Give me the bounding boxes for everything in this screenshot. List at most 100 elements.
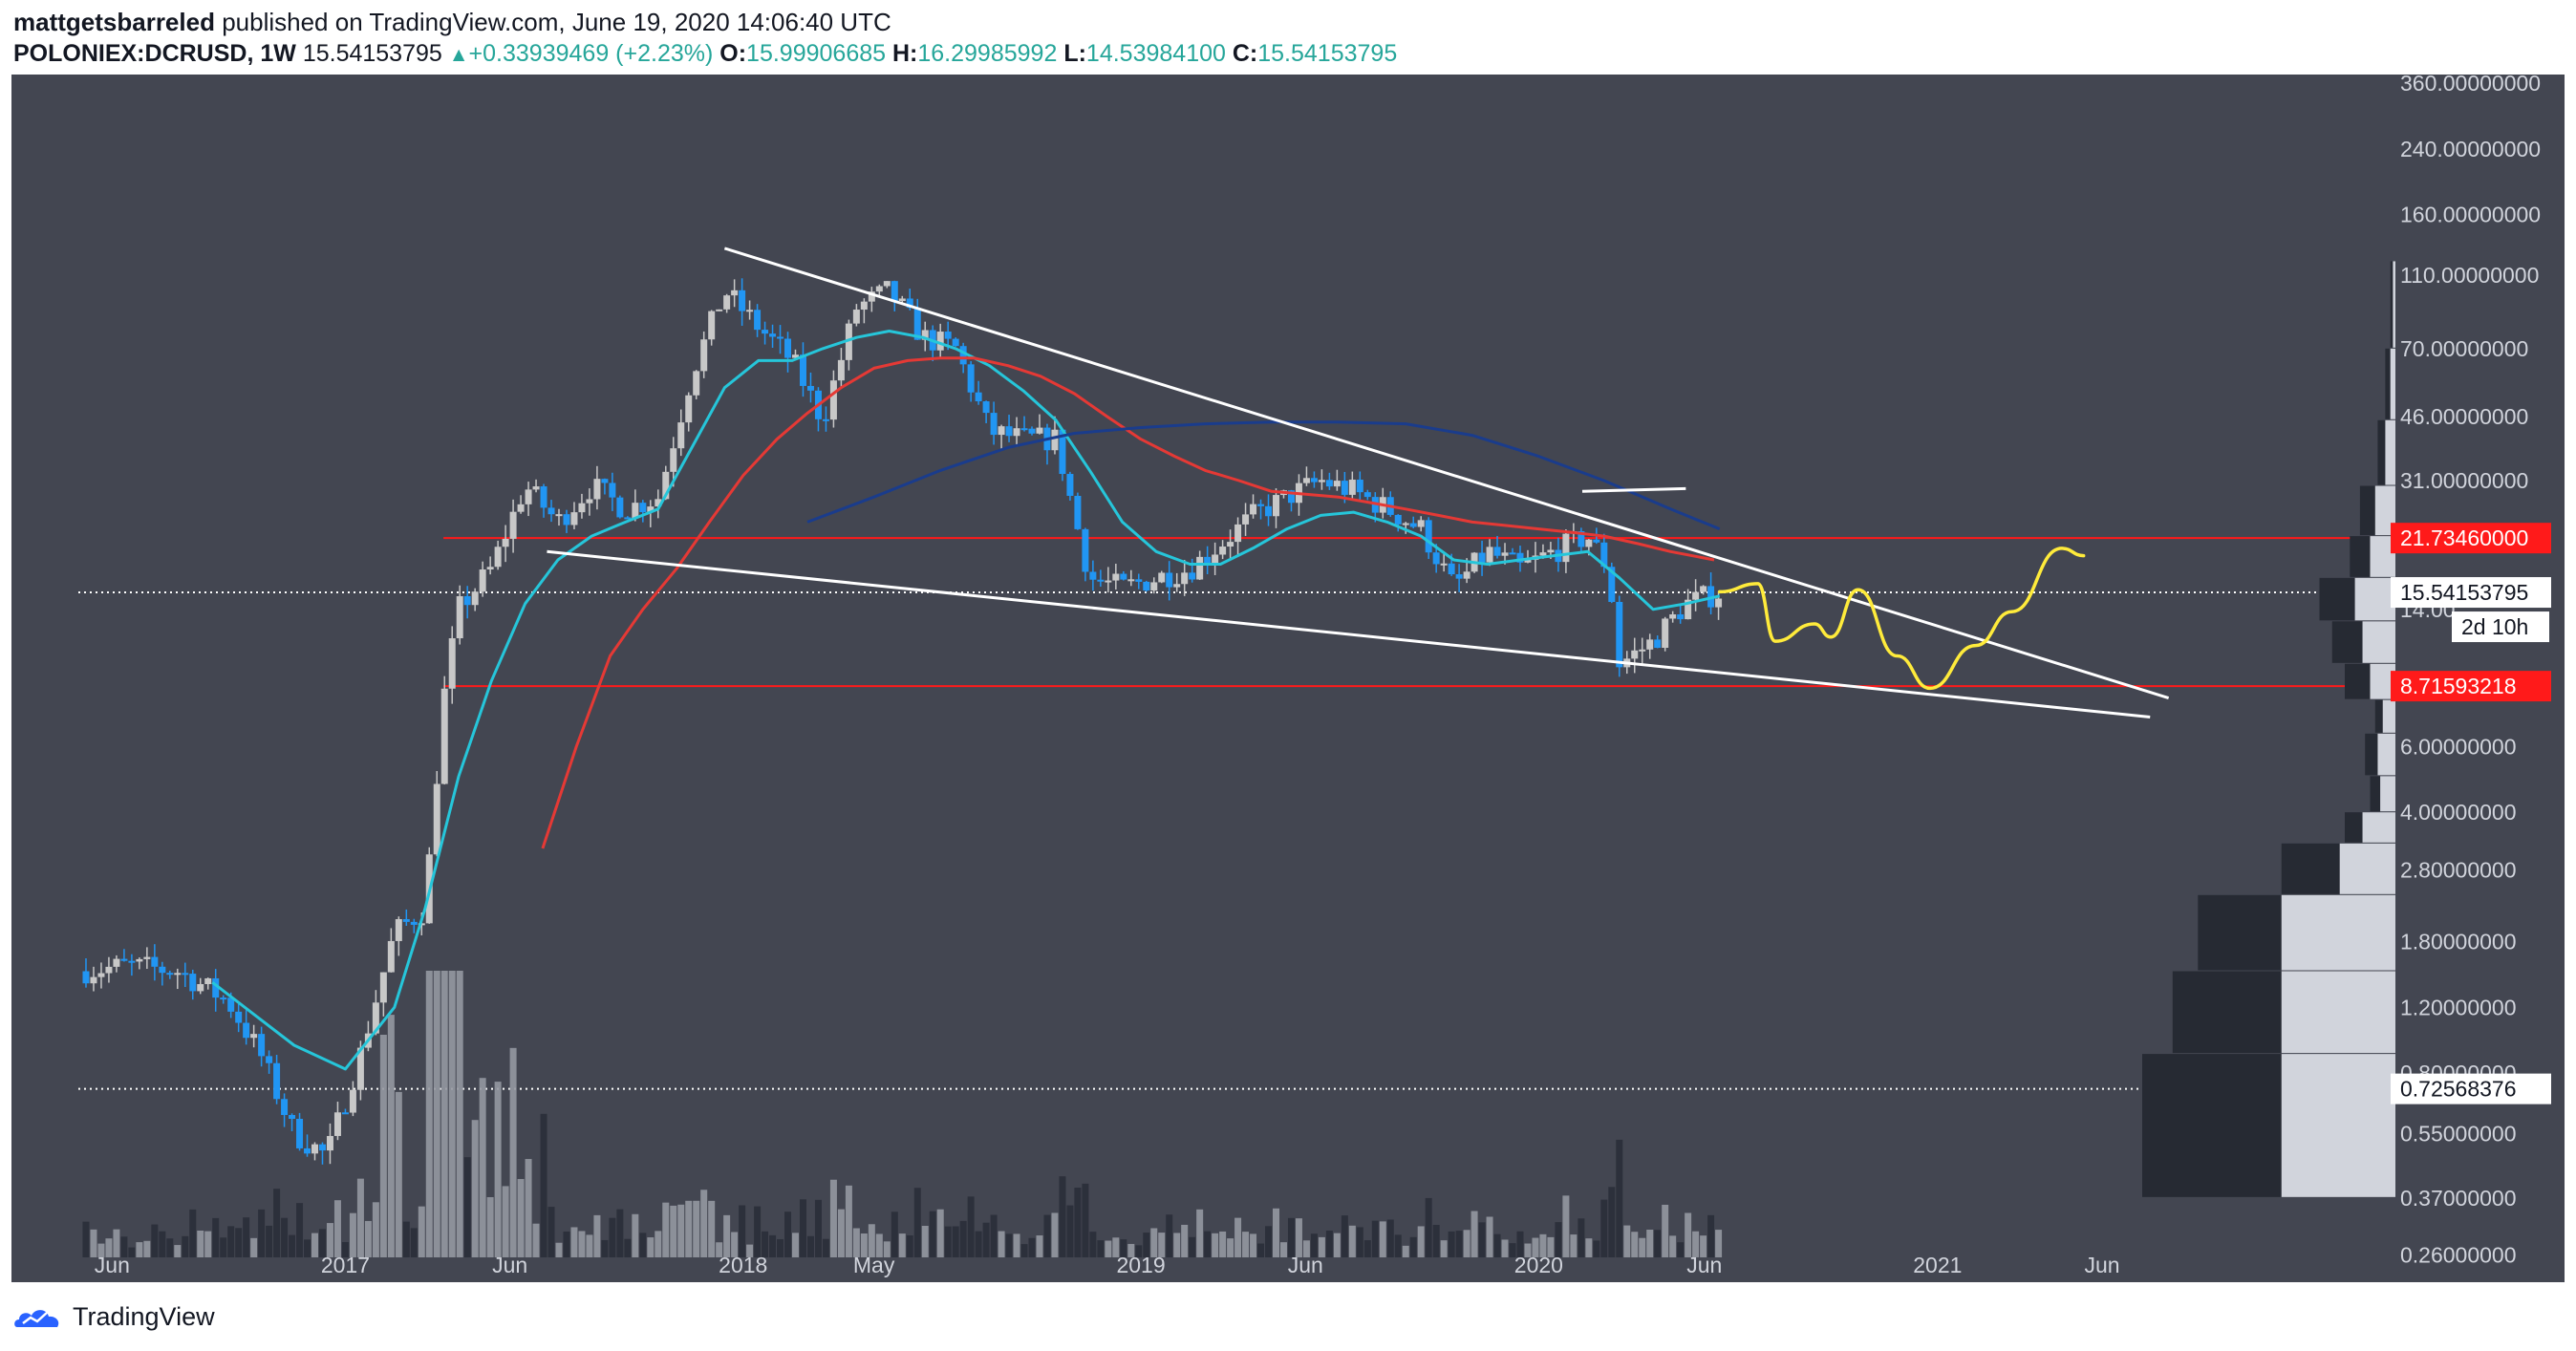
author-name[interactable]: mattgetsbarreled (13, 8, 215, 36)
candle-body (304, 1147, 311, 1154)
candle-body (1112, 573, 1120, 581)
candle-body (1402, 523, 1409, 525)
candle-body (731, 290, 739, 296)
candle-body (227, 997, 235, 1012)
volume-bar (1600, 1199, 1608, 1257)
volume-bar (616, 1209, 624, 1257)
candle-body (959, 346, 967, 365)
volume-bar (1257, 1243, 1265, 1257)
candle-body (1242, 514, 1250, 525)
x-tick-label: 2019 (1116, 1253, 1165, 1277)
x-tick-label: Jun (492, 1253, 527, 1277)
candle-body (166, 973, 174, 976)
candle-body (1059, 429, 1066, 475)
volume-bar (754, 1206, 762, 1257)
candle-body (341, 1112, 349, 1115)
candle-body (799, 354, 806, 386)
y-tick-label: 2.80000000 (2400, 858, 2517, 883)
price-change: +0.33939469 (+2.23%) (468, 40, 714, 67)
volume-bar (1440, 1240, 1448, 1257)
volume-bar (387, 1015, 395, 1257)
volume-bar (1662, 1204, 1669, 1257)
candle-body (639, 503, 647, 513)
candle-body (883, 281, 891, 287)
volume-bar (762, 1231, 769, 1257)
candle-body (1394, 514, 1402, 525)
candle-body (1166, 572, 1173, 588)
candle-body (1028, 428, 1036, 434)
volume-bar (1036, 1235, 1043, 1257)
candle-body (1181, 572, 1189, 585)
volume-bar (395, 1091, 402, 1257)
candle-body (662, 471, 670, 500)
volume-bar (463, 1157, 471, 1257)
volume-bar (479, 1078, 486, 1257)
candle-body (356, 1047, 364, 1090)
volume-bar (739, 1205, 746, 1257)
volume-bar (509, 1047, 517, 1257)
volume-bar (1455, 1231, 1463, 1257)
volume-bar (1089, 1232, 1097, 1257)
volume-bar (151, 1224, 159, 1257)
volume-bar (547, 1207, 555, 1257)
candle-body (806, 385, 814, 391)
candle-body (1486, 547, 1493, 563)
candle-body (975, 392, 982, 402)
candle-body (616, 497, 624, 518)
candle-body (372, 1002, 379, 1034)
candle-body (128, 960, 136, 963)
volume-bar (494, 1082, 502, 1257)
volume-bar (1250, 1233, 1257, 1257)
volume-bar (425, 971, 433, 1257)
volume-bar (883, 1241, 891, 1257)
volume-bar (1685, 1212, 1692, 1257)
candle-body (1318, 480, 1325, 482)
volume-bar (1363, 1240, 1371, 1257)
volume-bar (1486, 1216, 1493, 1257)
volume-bar (852, 1228, 860, 1257)
volume-bar (1043, 1214, 1051, 1257)
candle-body (1409, 523, 1417, 527)
volume-bar (258, 1209, 266, 1257)
volume-bar (677, 1204, 685, 1257)
volume-bar (578, 1231, 586, 1257)
volume-bar (1287, 1217, 1295, 1257)
countdown-text: 2d 10h (2461, 614, 2528, 639)
candle-body (1135, 579, 1143, 582)
volume-bar (731, 1232, 739, 1257)
volume-bar (1227, 1238, 1234, 1257)
candle-body (540, 486, 547, 508)
candle-body (1158, 572, 1166, 583)
volume-bar (777, 1238, 784, 1257)
candle-body (1524, 559, 1532, 563)
candle-body (1363, 492, 1371, 498)
volume-bar (1302, 1240, 1310, 1257)
candle-body (402, 919, 410, 922)
candle-body (1417, 520, 1425, 527)
volume-bar (326, 1223, 333, 1257)
volume-bar (1463, 1230, 1470, 1257)
y-tick-label: 0.37000000 (2400, 1186, 2517, 1211)
price-chart[interactable]: Jun 2017 Jun 2018 May 2019 Jun 2020 Jun 2021 Jun 3… (11, 75, 2565, 1282)
volume-bar (471, 1120, 479, 1257)
volume-bar (1082, 1183, 1089, 1257)
tradingview-brand[interactable]: TradingView (73, 1301, 215, 1331)
volume-bar (662, 1202, 670, 1257)
volume-bar (891, 1212, 898, 1257)
candle-body (1257, 504, 1265, 506)
candle-body (174, 973, 182, 976)
candle-body (1173, 584, 1181, 588)
symbol-name[interactable]: POLONIEX:DCRUSD, 1W (13, 40, 296, 67)
candle-body (1578, 531, 1585, 547)
volume-bar (532, 1223, 540, 1257)
candle-body (235, 1011, 243, 1023)
candle-body (1287, 490, 1295, 504)
candle-body (1539, 552, 1547, 556)
volume-bar (525, 1159, 532, 1257)
candle-body (266, 1056, 273, 1063)
volume-bar (685, 1200, 693, 1257)
volume-bar (1386, 1219, 1394, 1257)
moving-averages (211, 330, 1721, 1071)
volume-bar (517, 1178, 525, 1257)
volume-bar (1135, 1245, 1143, 1257)
